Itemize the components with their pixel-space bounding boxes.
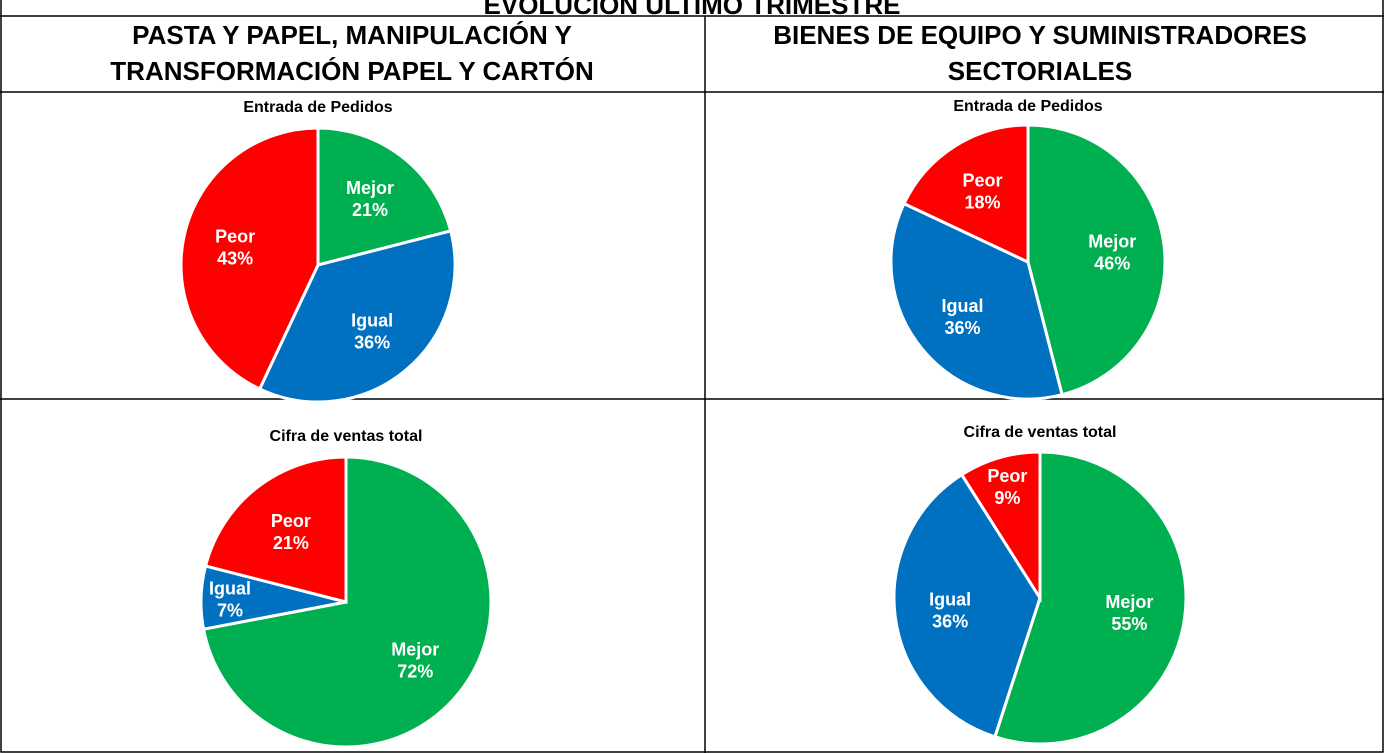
pie-slice <box>257 229 457 404</box>
slice-category: Peor <box>987 466 1027 486</box>
slice-value-label: 36% <box>932 611 968 631</box>
pie-slice <box>1026 123 1167 397</box>
chart-title: Entrada de Pedidos <box>953 98 1102 115</box>
slice-category: Mejor <box>391 639 439 659</box>
slice-category: Igual <box>209 578 251 598</box>
slice-value-label: 9% <box>994 488 1020 508</box>
pie-slice <box>959 450 1042 604</box>
chart-title: Entrada de Pedidos <box>243 99 392 116</box>
slice-value-label: 21% <box>352 200 388 220</box>
slice-value-label: 43% <box>217 248 253 268</box>
pie-slice <box>179 126 320 391</box>
pie-slice <box>203 455 348 604</box>
column-header: SECTORIALES <box>948 56 1132 86</box>
slice-value-label: 36% <box>945 318 981 338</box>
column-header: BIENES DE EQUIPO Y SUMINISTRADORES <box>773 20 1307 50</box>
slice-category: Peor <box>215 226 255 246</box>
pie-slice <box>992 450 1188 746</box>
slice-category: Igual <box>351 310 393 330</box>
pie-slice <box>316 126 453 267</box>
slice-value-label: 7% <box>217 600 243 620</box>
pie-slice <box>889 201 1064 401</box>
slice-category: Igual <box>942 296 984 316</box>
slice-value-label: 36% <box>354 332 390 352</box>
slice-value-label: 18% <box>964 192 1000 212</box>
chart-title: Cifra de ventas total <box>964 424 1117 441</box>
slice-category: Peor <box>271 511 311 531</box>
pie-slice <box>892 472 1042 739</box>
slice-category: Mejor <box>1088 231 1136 251</box>
slice-value-label: 46% <box>1094 253 1130 273</box>
slice-value-label: 55% <box>1111 614 1147 634</box>
pie-slice <box>902 123 1030 265</box>
slice-value-label: 72% <box>397 661 433 681</box>
column-header: TRANSFORMACIÓN PAPEL Y CARTÓN <box>110 56 593 86</box>
slice-category: Peor <box>962 170 1002 190</box>
slice-value-label: 21% <box>273 533 309 553</box>
page-title: EVOLUCIÓN ÚLTIMO TRIMESTRE <box>484 0 901 20</box>
slice-category: Mejor <box>1105 592 1153 612</box>
column-header: PASTA Y PAPEL, MANIPULACIÓN Y <box>132 20 572 50</box>
slice-category: Igual <box>929 589 971 609</box>
chart-title: Cifra de ventas total <box>270 428 423 445</box>
slice-category: Mejor <box>346 178 394 198</box>
